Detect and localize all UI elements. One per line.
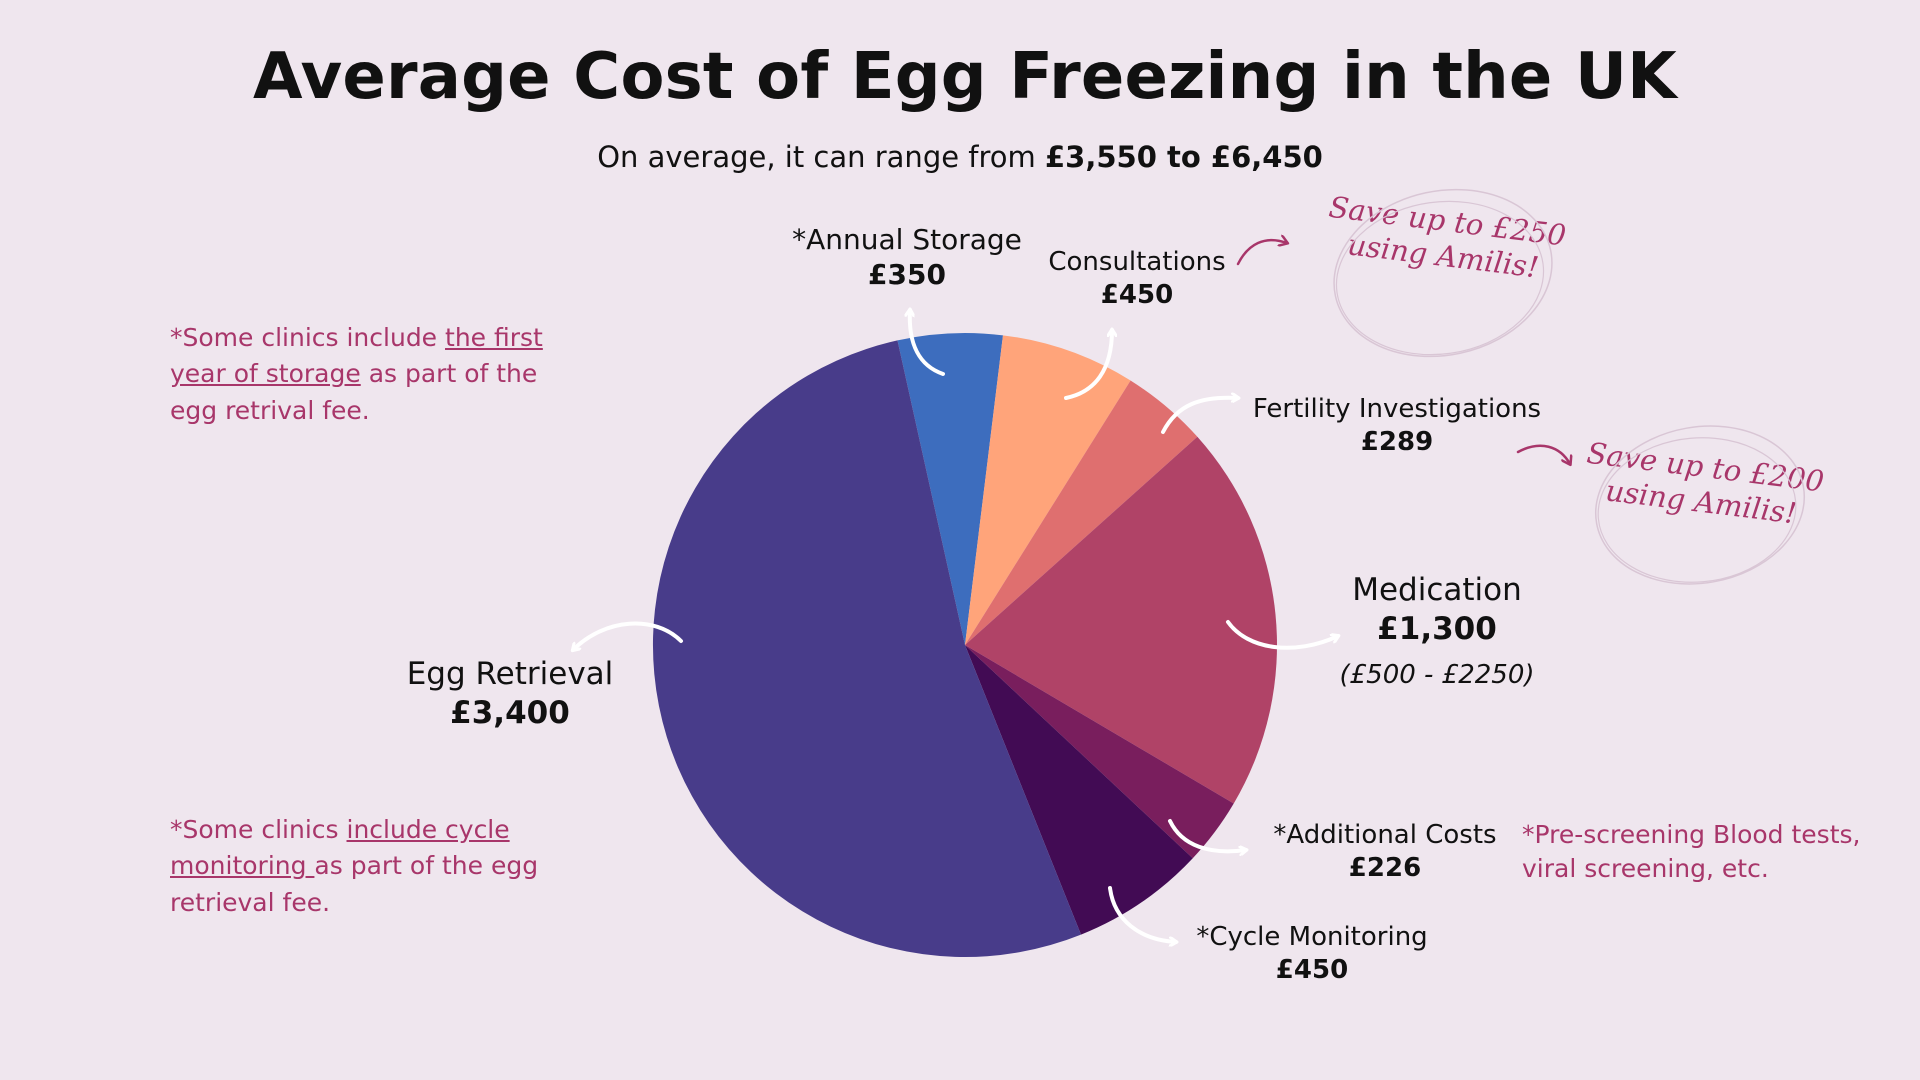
slice-name: Fertility Investigations <box>1252 394 1542 424</box>
slice-value: £450 <box>1100 279 1174 310</box>
pie-slice-annual-storage <box>897 333 1003 645</box>
slice-name: *Cycle Monitoring <box>1196 922 1428 952</box>
label-annual-storage: *Annual Storage £350 <box>792 222 1022 292</box>
pie-slice-egg-retrieval <box>652 340 1081 958</box>
slice-name: *Additional Costs <box>1273 820 1497 850</box>
slice-value: £3,400 <box>450 694 570 731</box>
subtitle-range: £3,550 to £6,450 <box>1045 140 1323 174</box>
slice-value: £226 <box>1348 852 1422 883</box>
callout-save-250: Save up to £250 using Amilis! <box>1323 190 1568 288</box>
arrow-icon <box>1236 240 1287 266</box>
pie-slice-consultations <box>965 335 1131 645</box>
slice-value: £450 <box>1275 954 1349 985</box>
note-monitoring: *Some clinics include cycle monitoring a… <box>170 812 590 921</box>
slice-value: £289 <box>1360 426 1434 457</box>
slice-value: £350 <box>868 258 946 291</box>
slice-value: £1,300 <box>1377 610 1497 647</box>
note-text: *Some clinics include <box>170 323 446 352</box>
label-cycle-monitoring: *Cycle Monitoring £450 <box>1196 921 1427 986</box>
callout-save-200: Save up to £200 using Amilis! <box>1581 436 1826 534</box>
slice-name: *Annual Storage <box>792 223 1022 256</box>
label-additional-costs: *Additional Costs £226 <box>1273 819 1496 884</box>
note-text: as part of the egg retrieval fee. <box>170 851 539 917</box>
label-fertility-investigations: Fertility Investigations £289 <box>1253 393 1541 458</box>
medication-range: (£500 - £2250) <box>1339 659 1535 690</box>
note-underlined: the first year of storage <box>170 323 543 389</box>
page-subtitle: On average, it can range from £3,550 to … <box>0 140 1920 174</box>
page-title: Average Cost of Egg Freezing in the UK <box>253 40 1677 114</box>
note-storage: *Some clinics include the first year of … <box>170 320 570 429</box>
pie-chart <box>652 333 1277 958</box>
label-consultations: Consultations £450 <box>1048 246 1225 311</box>
note-text: as part of the egg retrival fee. <box>170 359 538 425</box>
slice-name: Egg Retrieval <box>406 656 614 692</box>
pie-slice-cycle-monitoring <box>965 645 1193 935</box>
note-underlined: include cycle monitoring <box>170 815 510 881</box>
slice-name: Consultations <box>1048 247 1226 277</box>
slice-name: Medication <box>1352 572 1522 608</box>
pie-slice-medication <box>965 436 1277 804</box>
pie-slice-fertility-investigations <box>965 380 1198 645</box>
pie-slice-additional-costs <box>965 645 1234 859</box>
subtitle-text: On average, it can range from <box>597 140 1045 174</box>
note-additional: *Pre-screening Blood tests, viral screen… <box>1522 820 1861 883</box>
note-text: *Some clinics <box>170 815 347 844</box>
label-medication: Medication £1,300 (£500 - £2250) <box>1339 571 1534 691</box>
label-egg-retrieval: Egg Retrieval £3,400 <box>407 655 614 733</box>
